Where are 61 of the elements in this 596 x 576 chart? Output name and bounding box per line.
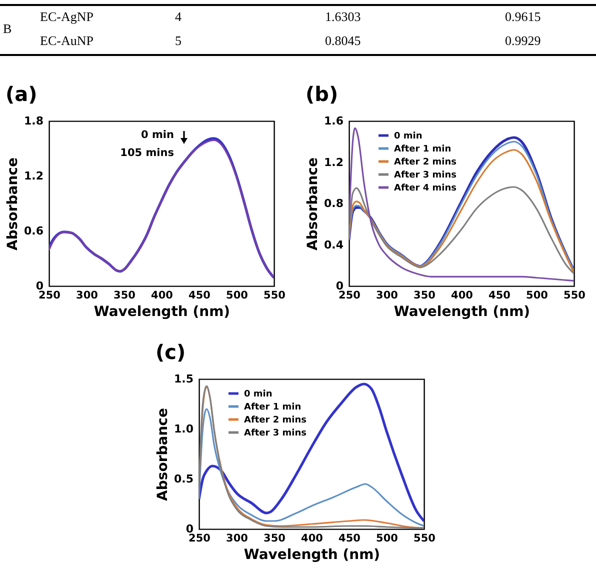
- x-axis-title: Wavelength (nm): [244, 547, 380, 563]
- legend-label: 0 min: [244, 390, 272, 400]
- x-tick-label: 350: [264, 532, 286, 544]
- x-tick-label: 450: [488, 290, 510, 302]
- chart-title: (b): [306, 82, 338, 106]
- legend-label: After 3 mins: [394, 170, 456, 180]
- y-axis-title: Absorbance: [5, 158, 22, 250]
- text: EC-AuNP: [40, 33, 94, 49]
- x-tick-label: 400: [301, 532, 323, 544]
- y-tick-label: 1.6: [324, 114, 344, 128]
- legend-label: After 2 mins: [244, 416, 306, 426]
- chart-title: (a): [6, 82, 38, 106]
- legend-label: After 1 min: [394, 144, 452, 154]
- text: 0 min: [141, 129, 174, 141]
- y-tick-label: 0.4: [324, 238, 344, 252]
- x-tick-label: 400: [151, 290, 173, 302]
- text: 5: [175, 33, 182, 49]
- y-tick-label: 1.8: [24, 114, 44, 128]
- x-tick-label: 250: [188, 532, 210, 544]
- legend-label: After 3 mins: [244, 428, 306, 438]
- text: 0.9929: [505, 33, 541, 49]
- x-tick-label: 400: [451, 290, 473, 302]
- x-tick-label: 550: [264, 290, 286, 302]
- y-tick-label: 1.2: [24, 170, 44, 182]
- legend-label: After 2 mins: [394, 158, 456, 168]
- legend-label: After 1 min: [244, 402, 302, 412]
- legend-label: 0 min: [394, 132, 422, 142]
- x-tick-label: 250: [38, 290, 60, 302]
- y-tick-label: 0.5: [174, 472, 194, 486]
- x-tick-label: 300: [76, 290, 98, 302]
- y-tick-label: 1.5: [174, 372, 194, 386]
- x-tick-label: 300: [226, 532, 248, 544]
- x-axis-title: Wavelength (nm): [394, 304, 530, 320]
- text: 0.9615: [505, 9, 541, 25]
- x-tick-label: 500: [226, 290, 248, 302]
- y-axis-title: Absorbance: [155, 408, 172, 501]
- x-tick-label: 500: [526, 290, 548, 302]
- legend-label: After 4 mins: [394, 184, 456, 194]
- x-axis-title: Wavelength (nm): [94, 304, 230, 320]
- y-tick-label: 0.8: [324, 197, 344, 210]
- x-tick-label: 450: [338, 532, 360, 544]
- x-tick-label: 500: [376, 532, 398, 544]
- line-series: [199, 408, 424, 527]
- y-tick-label: 1.2: [324, 156, 344, 169]
- y-tick-label: 0.6: [24, 224, 44, 238]
- text: B: [3, 21, 12, 37]
- x-tick-label: 300: [376, 290, 398, 302]
- text: EC-AgNP: [40, 9, 94, 25]
- y-axis-title: Absorbance: [305, 158, 322, 250]
- text: 0.8045: [325, 33, 361, 49]
- y-tick-label: 1.0: [174, 422, 194, 436]
- x-tick-label: 250: [338, 290, 360, 302]
- x-tick-label: 550: [564, 290, 586, 302]
- series-label: 105 mins: [120, 147, 174, 159]
- text: 4: [175, 9, 182, 25]
- chart-title: (c): [156, 340, 186, 364]
- x-tick-label: 350: [114, 290, 136, 302]
- x-tick-label: 450: [188, 290, 210, 302]
- x-tick-label: 350: [414, 290, 436, 302]
- text: 1.6303: [325, 9, 361, 25]
- x-tick-label: 550: [414, 532, 436, 544]
